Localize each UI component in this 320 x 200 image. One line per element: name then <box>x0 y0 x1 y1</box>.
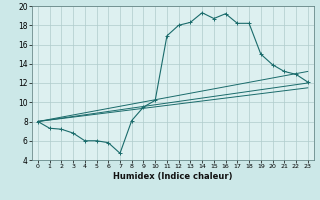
X-axis label: Humidex (Indice chaleur): Humidex (Indice chaleur) <box>113 172 233 181</box>
